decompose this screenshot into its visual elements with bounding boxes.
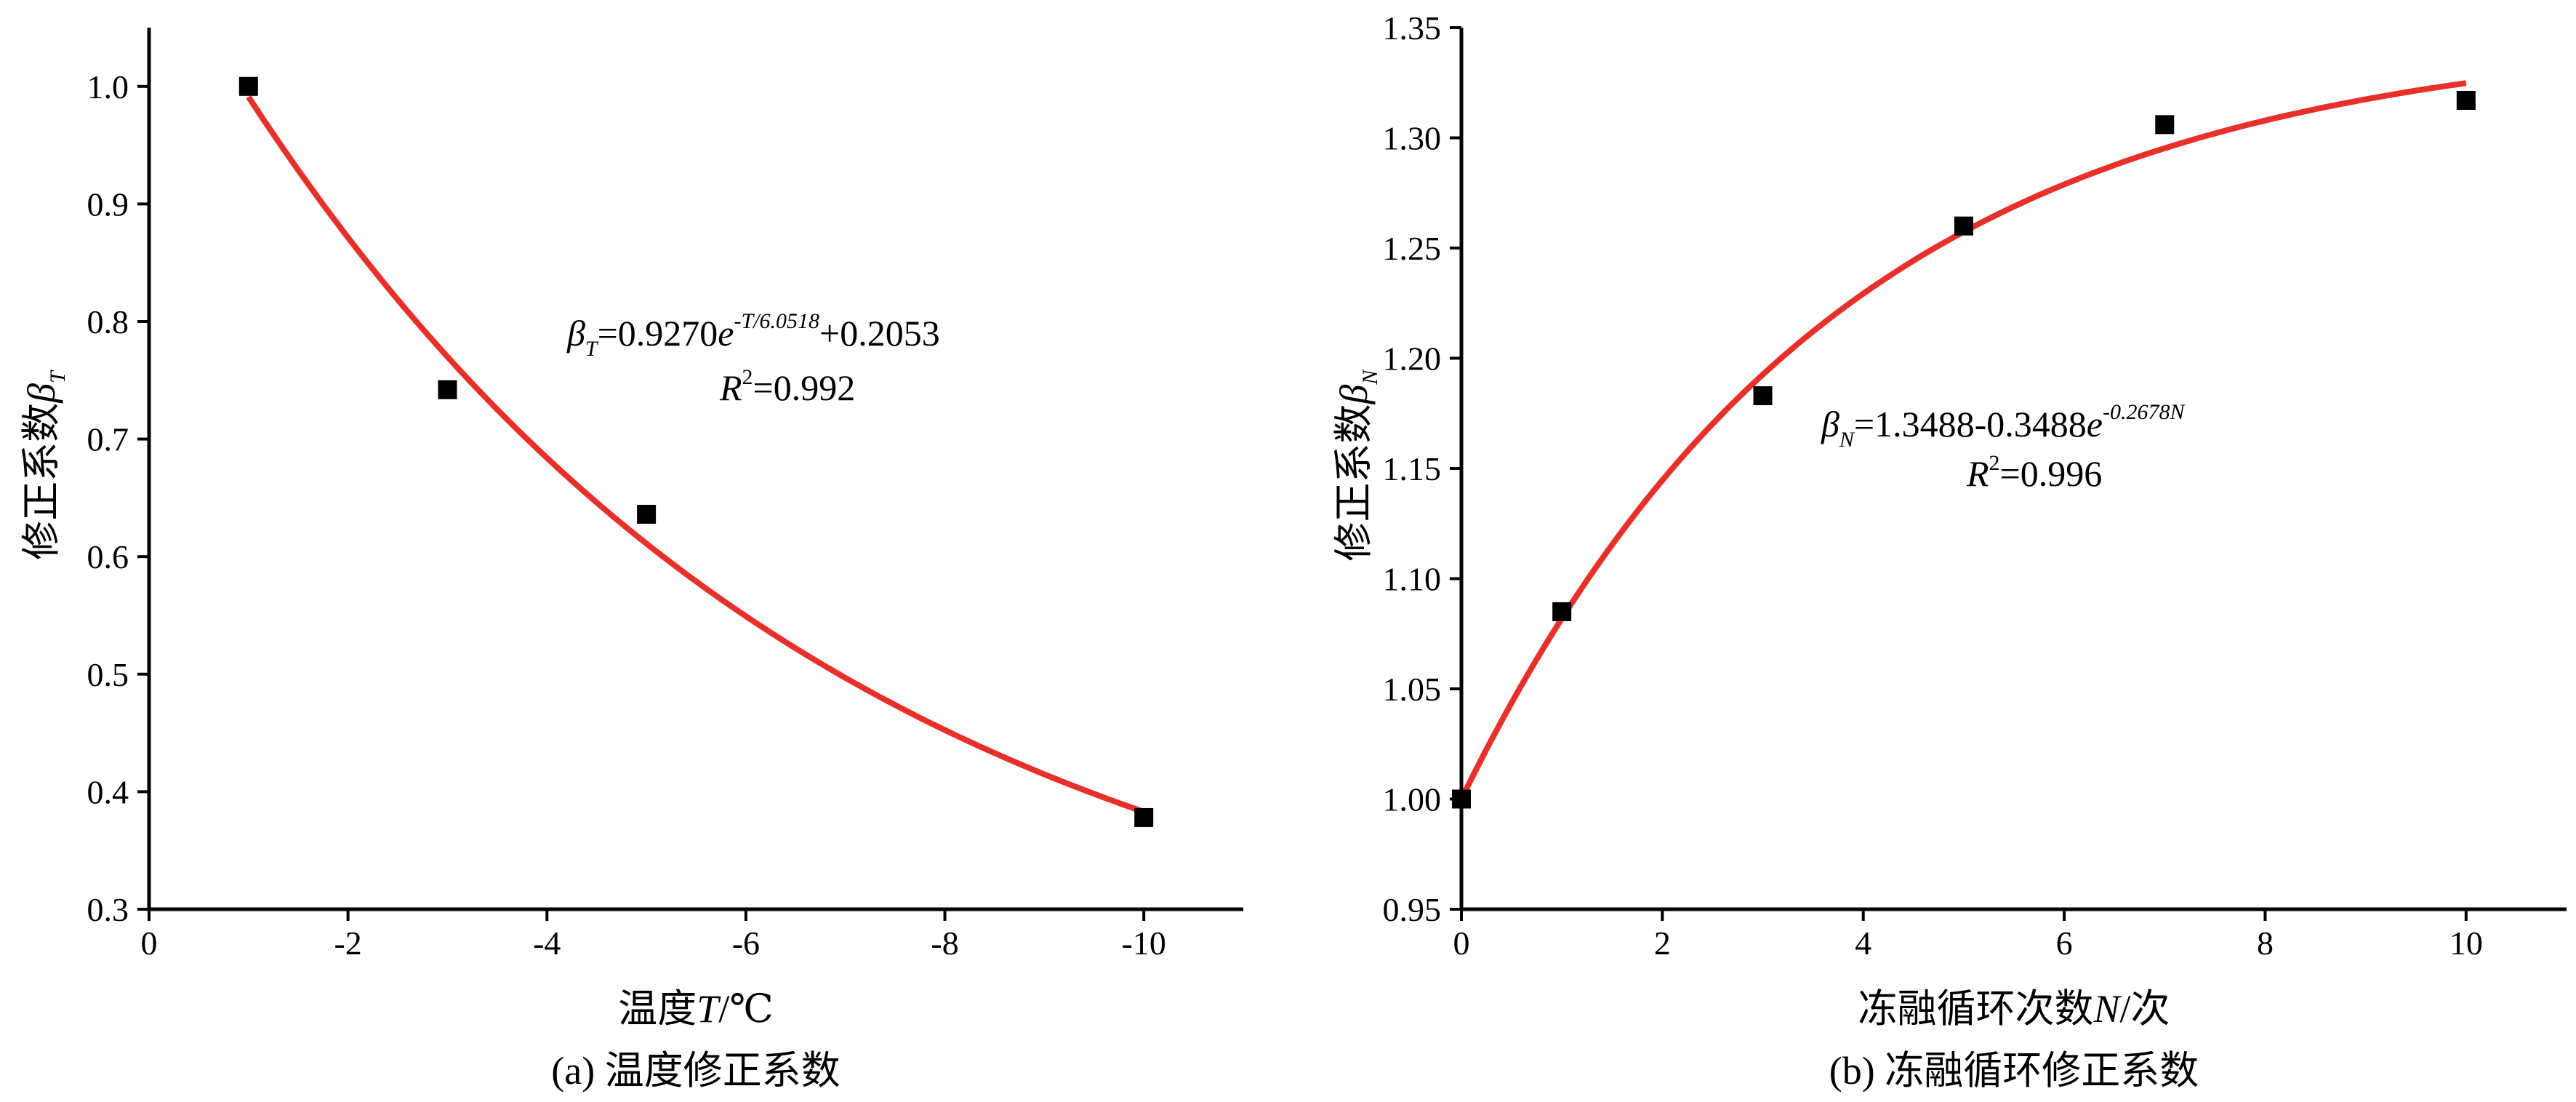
y-axis-label-b: 修正系数βN bbox=[1332, 369, 1382, 562]
y-tick-label: 1.00 bbox=[1383, 781, 1442, 818]
x-axis-label-b: 冻融循环次数N/次 bbox=[1858, 987, 2170, 1031]
panel-a-temperature: 0 -2 -4 -6 -8 -10 0.3 0.4 0.5 0.6 0.7 0.8 0.9 1.0 βT=… bbox=[20, 28, 1243, 1093]
data-point bbox=[1954, 216, 1973, 236]
caption-b: (b) 冻融循环修正系数 bbox=[1829, 1049, 2199, 1093]
fit-curve-a bbox=[246, 95, 1145, 815]
x-tick-label: -2 bbox=[334, 925, 361, 962]
y-tick-label: 0.95 bbox=[1383, 891, 1442, 928]
y-tick-label: 0.6 bbox=[87, 538, 129, 575]
equation-a: βT=0.9270e-T/6.0518+0.2053 bbox=[566, 309, 940, 361]
x-tick-label: -10 bbox=[1122, 925, 1166, 962]
y-tick-label: 0.3 bbox=[87, 891, 129, 928]
y-tick-label: 0.5 bbox=[87, 656, 129, 693]
y-tick-label: 1.30 bbox=[1383, 120, 1442, 157]
y-tick-label: 0.7 bbox=[87, 421, 129, 458]
x-tick-label: 0 bbox=[1453, 925, 1470, 962]
panel-b-freeze-thaw: 0 2 4 6 8 10 0.95 1.00 1.05 1.10 1.15 1.20 1.25 1.30 1… bbox=[1332, 9, 2567, 1093]
r-squared-a: R2=0.992 bbox=[719, 365, 855, 408]
x-tick-label: 8 bbox=[2257, 925, 2274, 962]
data-point bbox=[1552, 602, 1572, 621]
y-tick-label: 1.10 bbox=[1383, 561, 1442, 598]
x-tick-label: -6 bbox=[732, 925, 760, 962]
y-tick-label: 1.0 bbox=[87, 68, 129, 105]
caption-a: (a) 温度修正系数 bbox=[551, 1049, 840, 1093]
x-tick-label: 4 bbox=[1855, 925, 1871, 962]
data-point bbox=[438, 380, 457, 399]
x-tick-label: 10 bbox=[2449, 925, 2483, 962]
y-tick-label: 1.20 bbox=[1383, 340, 1442, 378]
data-point bbox=[1753, 386, 1773, 406]
y-tick-label: 1.15 bbox=[1383, 450, 1442, 487]
r-squared-b: R2=0.996 bbox=[1966, 451, 2102, 494]
y-axis-label-a: 修正系数βT bbox=[20, 370, 70, 560]
x-tick-label: -8 bbox=[931, 925, 958, 962]
x-tick-label: 2 bbox=[1654, 925, 1671, 962]
data-point bbox=[2456, 90, 2476, 110]
x-axis-label-a: 温度T/℃ bbox=[618, 987, 773, 1031]
data-point bbox=[1452, 789, 1471, 809]
y-tick-label: 0.9 bbox=[87, 185, 129, 223]
equation-b: βN=1.3488-0.3488e-0.2678N bbox=[1821, 400, 2186, 452]
y-tick-label: 1.25 bbox=[1383, 230, 1442, 267]
y-tick-label: 0.4 bbox=[87, 773, 129, 810]
y-tick-label: 1.05 bbox=[1383, 671, 1442, 708]
x-tick-label: 6 bbox=[2056, 925, 2073, 962]
y-tick-label: 1.35 bbox=[1383, 9, 1442, 47]
x-tick-label: 0 bbox=[141, 925, 158, 962]
x-tick-label: -4 bbox=[533, 925, 561, 962]
data-point bbox=[1134, 807, 1154, 827]
y-tick-label: 0.8 bbox=[87, 303, 129, 340]
data-point bbox=[2155, 115, 2175, 135]
data-point bbox=[238, 76, 258, 96]
data-point bbox=[637, 505, 657, 524]
